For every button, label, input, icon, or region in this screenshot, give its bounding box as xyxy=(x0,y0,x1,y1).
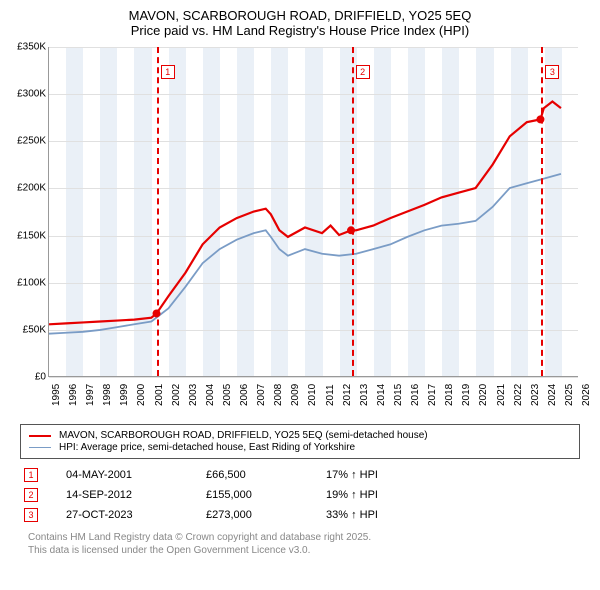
x-tick-label: 2004 xyxy=(205,384,216,406)
sales-price: £66,500 xyxy=(206,469,326,481)
x-tick-label: 2011 xyxy=(325,384,336,406)
sales-pct: 33% ↑ HPI xyxy=(326,509,466,521)
x-tick-label: 2005 xyxy=(222,384,233,406)
y-tick-label: £300K xyxy=(17,89,46,100)
marker-label: 2 xyxy=(356,65,370,79)
marker-line xyxy=(352,47,354,376)
legend-swatch xyxy=(29,447,51,448)
y-tick-label: £50K xyxy=(23,324,46,335)
y-tick-label: £0 xyxy=(35,372,46,383)
x-tick-label: 2016 xyxy=(410,384,421,406)
x-axis: 1995 1996 1997 1998 1999 2000 2001 2002 2003 2004… xyxy=(48,380,578,420)
x-tick-label: 2026 xyxy=(581,384,592,406)
sales-marker: 2 xyxy=(24,488,38,502)
y-tick-label: £200K xyxy=(17,183,46,194)
sales-row: 3 27-OCT-2023£273,00033% ↑ HPI xyxy=(20,505,580,525)
footer: Contains HM Land Registry data © Crown c… xyxy=(28,531,590,557)
sales-price: £155,000 xyxy=(206,489,326,501)
sales-date: 04-MAY-2001 xyxy=(66,469,206,481)
sales-marker: 1 xyxy=(24,468,38,482)
footer-line2: This data is licensed under the Open Gov… xyxy=(28,544,590,557)
legend-label: MAVON, SCARBOROUGH ROAD, DRIFFIELD, YO25… xyxy=(59,430,428,441)
x-tick-label: 2008 xyxy=(273,384,284,406)
gridline xyxy=(49,377,578,378)
legend-row: HPI: Average price, semi-detached house,… xyxy=(29,442,571,453)
chart-title: MAVON, SCARBOROUGH ROAD, DRIFFIELD, YO25… xyxy=(10,8,590,23)
x-tick-label: 1995 xyxy=(51,384,62,406)
x-tick-label: 1997 xyxy=(85,384,96,406)
chart-area: £0 £50K £100K £150K £200K £250K £300K £350K 1 2 3… xyxy=(10,42,590,422)
sales-date: 27-OCT-2023 xyxy=(66,509,206,521)
x-tick-label: 2000 xyxy=(136,384,147,406)
legend-swatch xyxy=(29,435,51,437)
x-tick-label: 2007 xyxy=(256,384,267,406)
sales-marker: 3 xyxy=(24,508,38,522)
sales-price: £273,000 xyxy=(206,509,326,521)
legend-label: HPI: Average price, semi-detached house,… xyxy=(59,442,355,453)
y-tick-label: £250K xyxy=(17,136,46,147)
x-tick-label: 2020 xyxy=(478,384,489,406)
x-tick-label: 2015 xyxy=(393,384,404,406)
x-tick-label: 2014 xyxy=(376,384,387,406)
sales-row: 1 04-MAY-2001£66,50017% ↑ HPI xyxy=(20,465,580,485)
marker-line xyxy=(541,47,543,376)
marker-label: 3 xyxy=(545,65,559,79)
sales-pct: 19% ↑ HPI xyxy=(326,489,466,501)
x-tick-label: 2024 xyxy=(547,384,558,406)
x-tick-label: 1996 xyxy=(68,384,79,406)
x-tick-label: 2017 xyxy=(427,384,438,406)
y-tick-label: £100K xyxy=(17,277,46,288)
marker-line xyxy=(157,47,159,376)
chart-container: MAVON, SCARBOROUGH ROAD, DRIFFIELD, YO25… xyxy=(0,0,600,590)
x-tick-label: 2025 xyxy=(564,384,575,406)
x-tick-label: 2012 xyxy=(342,384,353,406)
sales-row: 2 14-SEP-2012£155,00019% ↑ HPI xyxy=(20,485,580,505)
x-tick-label: 2013 xyxy=(359,384,370,406)
x-tick-label: 2021 xyxy=(496,384,507,406)
x-tick-label: 2018 xyxy=(444,384,455,406)
x-tick-label: 2001 xyxy=(154,384,165,406)
marker-label: 1 xyxy=(161,65,175,79)
x-tick-label: 2009 xyxy=(290,384,301,406)
chart-subtitle: Price paid vs. HM Land Registry's House … xyxy=(10,23,590,38)
plot-area: 1 2 3 xyxy=(48,47,578,377)
series-hpi xyxy=(49,174,561,334)
footer-line1: Contains HM Land Registry data © Crown c… xyxy=(28,531,590,544)
y-tick-label: £150K xyxy=(17,230,46,241)
x-tick-label: 2003 xyxy=(188,384,199,406)
x-tick-label: 2023 xyxy=(530,384,541,406)
sales-date: 14-SEP-2012 xyxy=(66,489,206,501)
sales-table: 1 04-MAY-2001£66,50017% ↑ HPI 2 14-SEP-2012… xyxy=(20,465,580,525)
y-tick-label: £350K xyxy=(17,42,46,53)
x-tick-label: 1999 xyxy=(119,384,130,406)
x-tick-label: 2022 xyxy=(513,384,524,406)
x-tick-label: 2006 xyxy=(239,384,250,406)
legend: MAVON, SCARBOROUGH ROAD, DRIFFIELD, YO25… xyxy=(20,424,580,459)
chart-svg xyxy=(49,47,578,376)
y-axis: £0£50K£100K£150K£200K£250K£300K£350K xyxy=(10,42,48,377)
sales-pct: 17% ↑ HPI xyxy=(326,469,466,481)
x-tick-label: 1998 xyxy=(102,384,113,406)
x-tick-label: 2010 xyxy=(307,384,318,406)
x-tick-label: 2002 xyxy=(171,384,182,406)
legend-row: MAVON, SCARBOROUGH ROAD, DRIFFIELD, YO25… xyxy=(29,430,571,441)
x-tick-label: 2019 xyxy=(461,384,472,406)
